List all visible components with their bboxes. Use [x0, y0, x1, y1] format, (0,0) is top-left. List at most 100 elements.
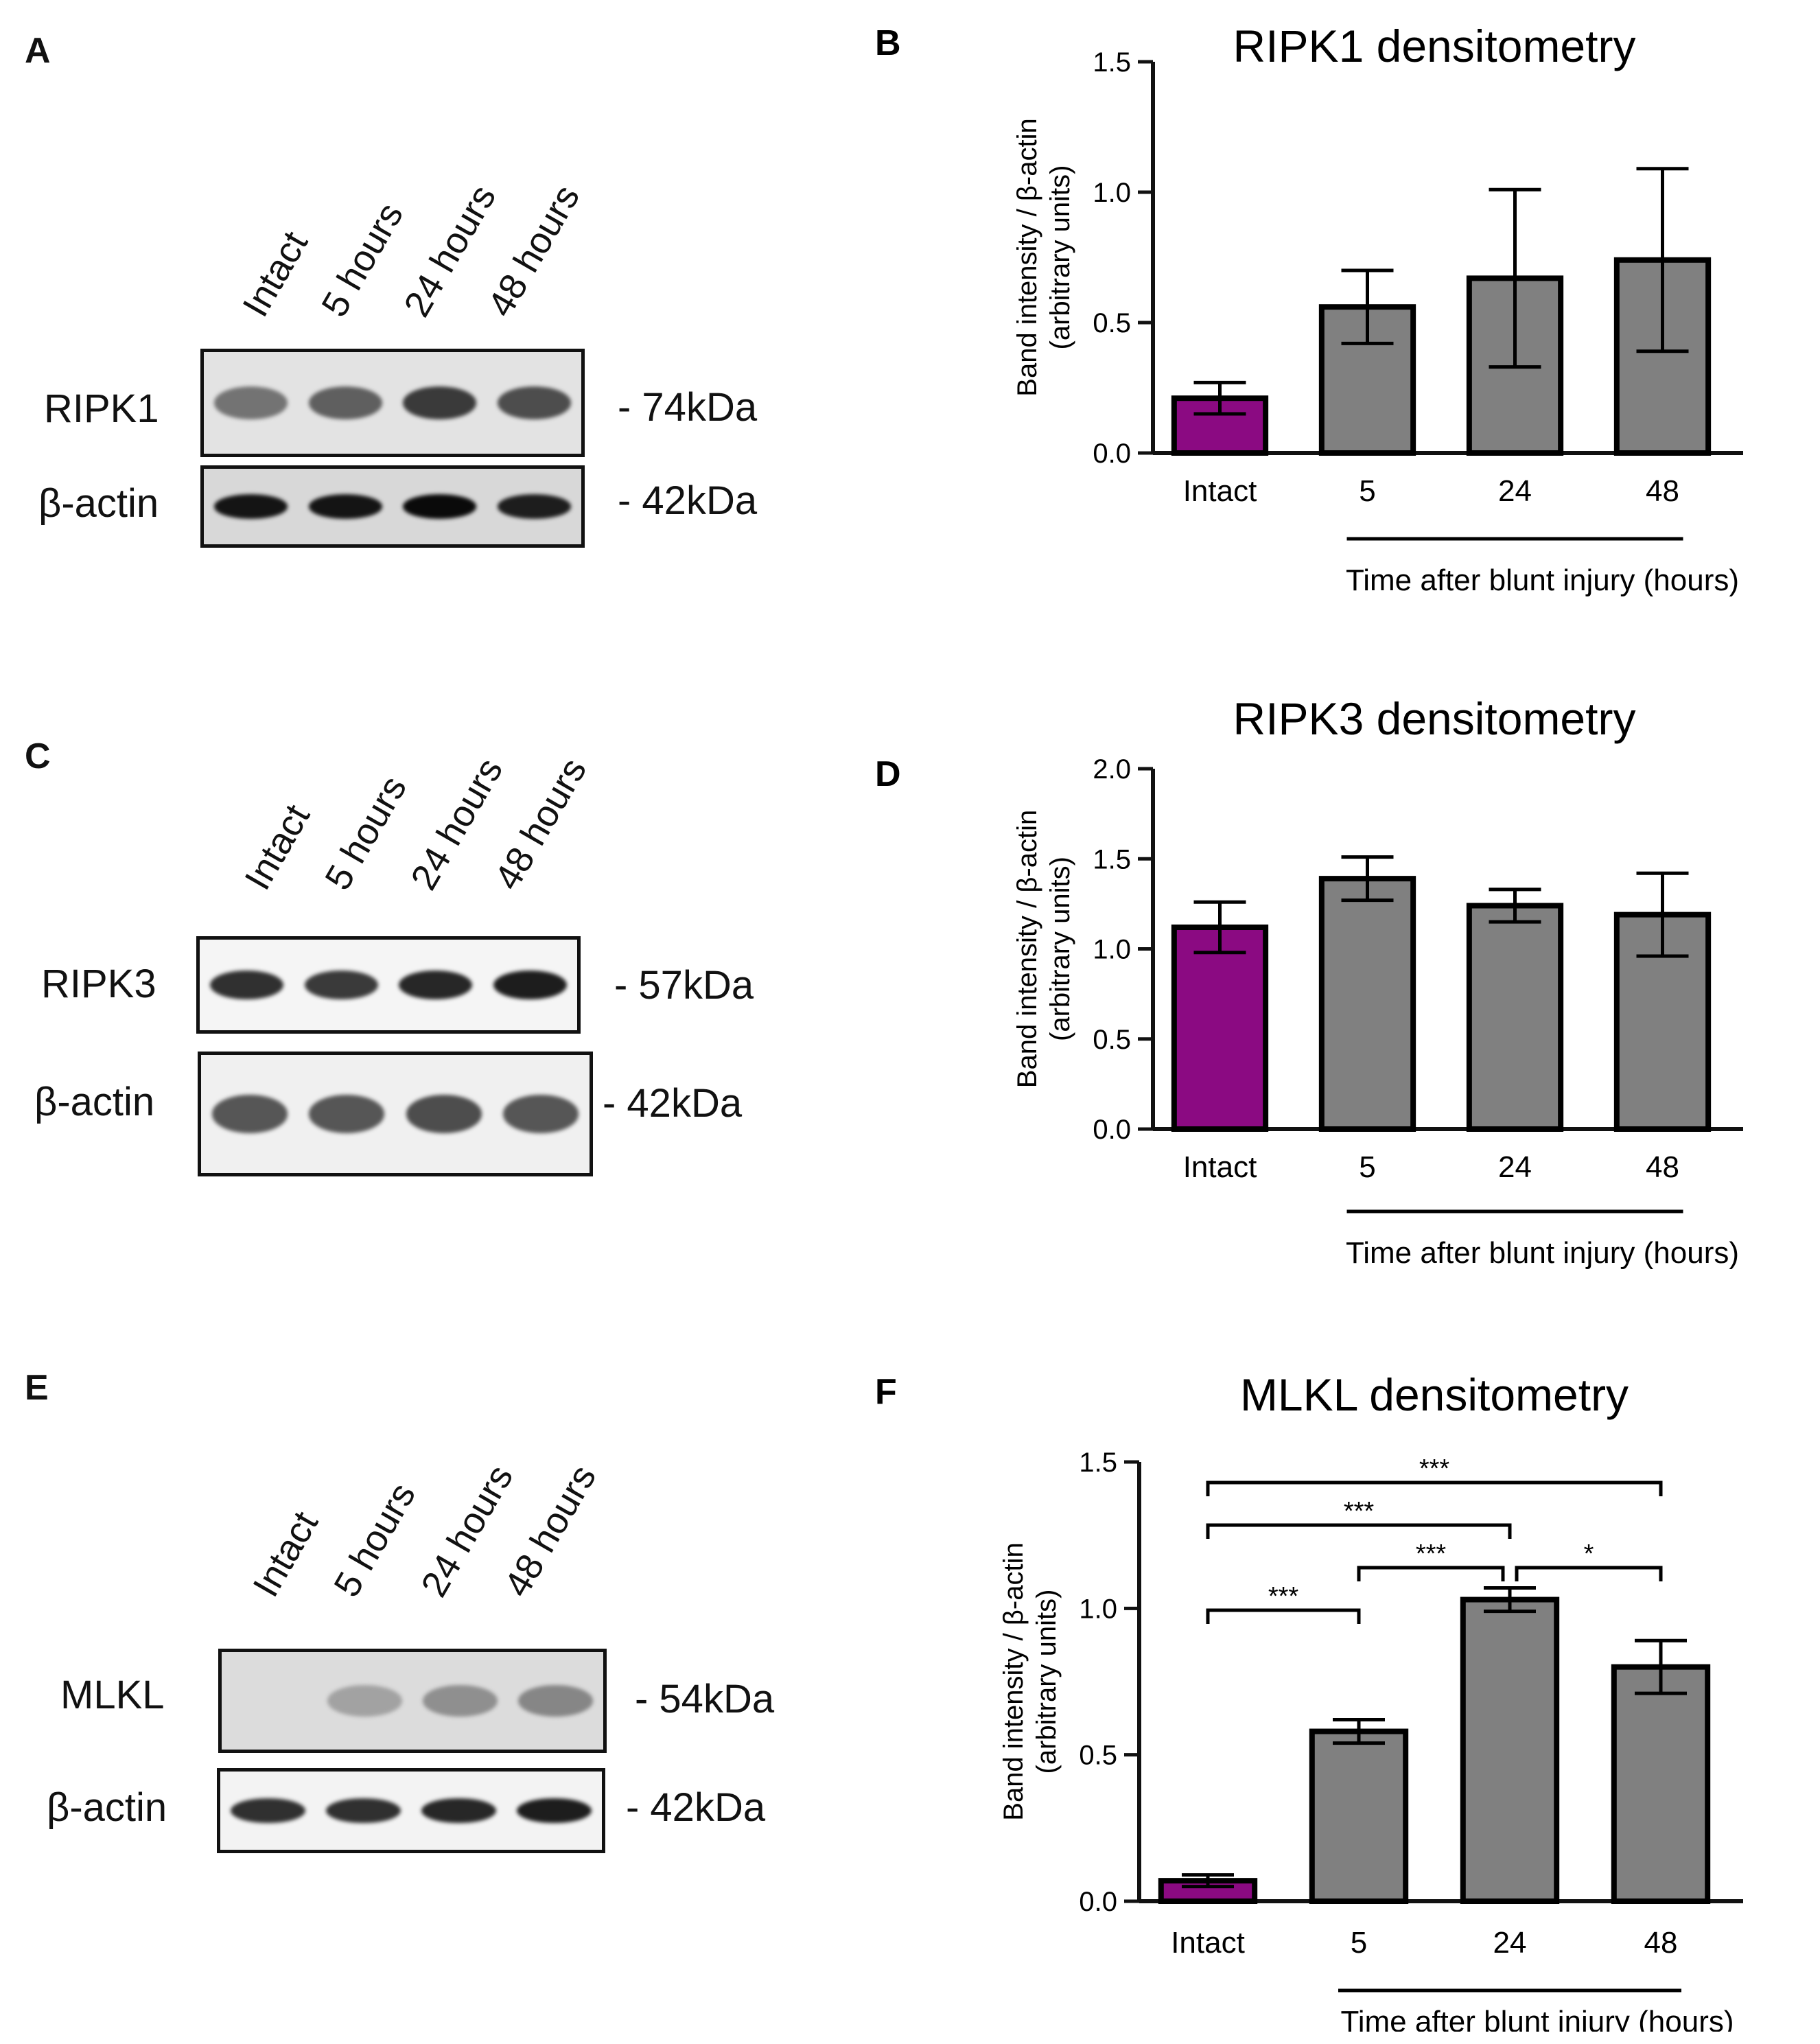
- y-tick-label: 1.0: [1093, 935, 1131, 965]
- blot-band: [497, 386, 571, 419]
- significance-label: *: [1584, 1540, 1594, 1568]
- y-tick-label: 2.0: [1093, 754, 1131, 785]
- blot-band: [517, 1798, 592, 1824]
- blot-band: [231, 1798, 305, 1824]
- blot-band: [309, 1095, 385, 1133]
- x-tick-label: 48: [1644, 1926, 1678, 1960]
- y-tick-label: 0.0: [1093, 1115, 1131, 1145]
- y-axis-label: (arbitrary units): [1031, 1590, 1062, 1774]
- blot-image-ripk3: [196, 936, 581, 1034]
- blot-band: [403, 494, 477, 519]
- blot-band: [326, 1798, 401, 1824]
- panel-letter: C: [25, 736, 51, 776]
- bar: [1309, 1728, 1409, 1904]
- blot-band: [214, 386, 288, 419]
- blot-band: [399, 970, 473, 1000]
- blot-band: [304, 970, 378, 1000]
- blot-band: [403, 386, 477, 419]
- lane-label: 5 hours: [326, 1476, 424, 1604]
- x-tick-label: 48: [1646, 1150, 1679, 1184]
- y-tick-label: 0.5: [1093, 1025, 1131, 1055]
- blot-band: [518, 1685, 593, 1717]
- blot-row-label: RIPK1: [44, 386, 159, 431]
- lane-label: Intact: [245, 1505, 327, 1604]
- panel-letter: B: [875, 23, 901, 63]
- kda-label: - 42kDa: [626, 1785, 766, 1830]
- bar-chart-ripk1: B RIPK1 densitometry 0.0 0.5 1.0 1.5 Band inte…: [875, 21, 1743, 597]
- blot-band: [406, 1095, 482, 1133]
- x-tick-label: 5: [1359, 474, 1375, 508]
- blot-band: [308, 494, 382, 519]
- significance-label: ***: [1419, 1454, 1450, 1483]
- bar-chart-ripk3: D RIPK3 densitometry 0.0 0.5 1.0 1.5 2.0 Band i…: [875, 693, 1743, 1270]
- blot-image-beta-actin: [217, 1768, 605, 1853]
- significance-bracket: [1515, 1566, 1663, 1581]
- y-tick-label: 0.0: [1093, 439, 1131, 469]
- blot-band: [327, 1685, 402, 1717]
- blot-row-label: β-actin: [34, 1080, 155, 1124]
- kda-label: - 54kDa: [635, 1677, 775, 1721]
- y-axis-label: (arbitrary units): [1045, 857, 1075, 1041]
- blot-band: [210, 970, 284, 1000]
- y-tick-label: 1.0: [1093, 178, 1131, 208]
- panel-letter: A: [25, 31, 51, 71]
- blot-row-label: β-actin: [38, 481, 159, 526]
- bar: [1611, 1664, 1711, 1904]
- x-axis-label: Time after blunt injury (hours): [1346, 1236, 1739, 1270]
- blot-row-label: MLKL: [60, 1673, 165, 1717]
- kda-label: - 57kDa: [614, 963, 754, 1008]
- blot-row-label: β-actin: [47, 1785, 167, 1830]
- y-tick-label: 0.5: [1079, 1741, 1117, 1771]
- blot-image-beta-actin: [200, 465, 585, 548]
- blot-row-label: RIPK3: [41, 962, 156, 1006]
- x-tick-label: 5: [1351, 1926, 1367, 1960]
- blot-band: [493, 970, 567, 1000]
- panel-letter: D: [875, 754, 901, 794]
- blot-band: [497, 494, 571, 519]
- lane-label: 5 hours: [314, 196, 412, 324]
- x-tick-label: Intact: [1183, 1150, 1257, 1184]
- blot-band: [421, 1798, 496, 1824]
- significance-bracket: [1206, 1480, 1663, 1496]
- kda-label: - 42kDa: [618, 478, 758, 523]
- y-tick-label: 1.5: [1079, 1448, 1117, 1478]
- x-tick-label: 24: [1493, 1926, 1527, 1960]
- chart-title: RIPK3 densitometry: [1233, 693, 1636, 744]
- significance-label: ***: [1344, 1497, 1375, 1526]
- y-axis-label: Band intensity / β-actin: [1012, 118, 1042, 396]
- significance-bracket: [1206, 1608, 1361, 1624]
- blot-image-mlkl: [218, 1649, 607, 1753]
- blot-image-ripk1: [200, 349, 585, 457]
- significance-label: ***: [1268, 1582, 1299, 1611]
- blot-band: [423, 1685, 498, 1717]
- x-tick-label: 24: [1498, 1150, 1532, 1184]
- x-axis-label: Time after blunt injury (hours): [1346, 564, 1739, 597]
- bar: [1460, 1596, 1560, 1904]
- lane-label: Intact: [235, 224, 316, 324]
- y-tick-label: 1.5: [1093, 47, 1131, 78]
- lane-label: 5 hours: [317, 769, 415, 897]
- kda-label: - 74kDa: [618, 385, 758, 430]
- blot-band: [308, 386, 382, 419]
- significance-bracket: [1206, 1523, 1512, 1539]
- x-tick-label: 24: [1498, 474, 1532, 508]
- y-tick-label: 0.0: [1079, 1887, 1117, 1917]
- x-tick-label: Intact: [1183, 474, 1257, 508]
- significance-label: ***: [1416, 1540, 1447, 1568]
- blot-band: [211, 1095, 288, 1133]
- chart-title: MLKL densitometry: [1240, 1369, 1629, 1420]
- y-tick-label: 0.5: [1093, 308, 1131, 338]
- bar: [1466, 903, 1564, 1132]
- bar-chart-mlkl: F MLKL densitometry 0.0 0.5 1.0 1.5 Band inten…: [875, 1369, 1743, 2032]
- bar: [1318, 876, 1416, 1132]
- blot-band: [503, 1095, 579, 1133]
- y-axis-label: Band intensity / β-actin: [999, 1542, 1029, 1820]
- x-tick-label: Intact: [1171, 1926, 1245, 1960]
- x-tick-label: 5: [1359, 1150, 1375, 1184]
- y-tick-label: 1.0: [1079, 1594, 1117, 1624]
- blot-image-beta-actin: [198, 1052, 593, 1176]
- x-axis-label: Time after blunt injury (hours): [1340, 2005, 1734, 2032]
- chart-title: RIPK1 densitometry: [1233, 21, 1636, 71]
- panel-letter: E: [25, 1368, 49, 1408]
- x-tick-label: 48: [1646, 474, 1679, 508]
